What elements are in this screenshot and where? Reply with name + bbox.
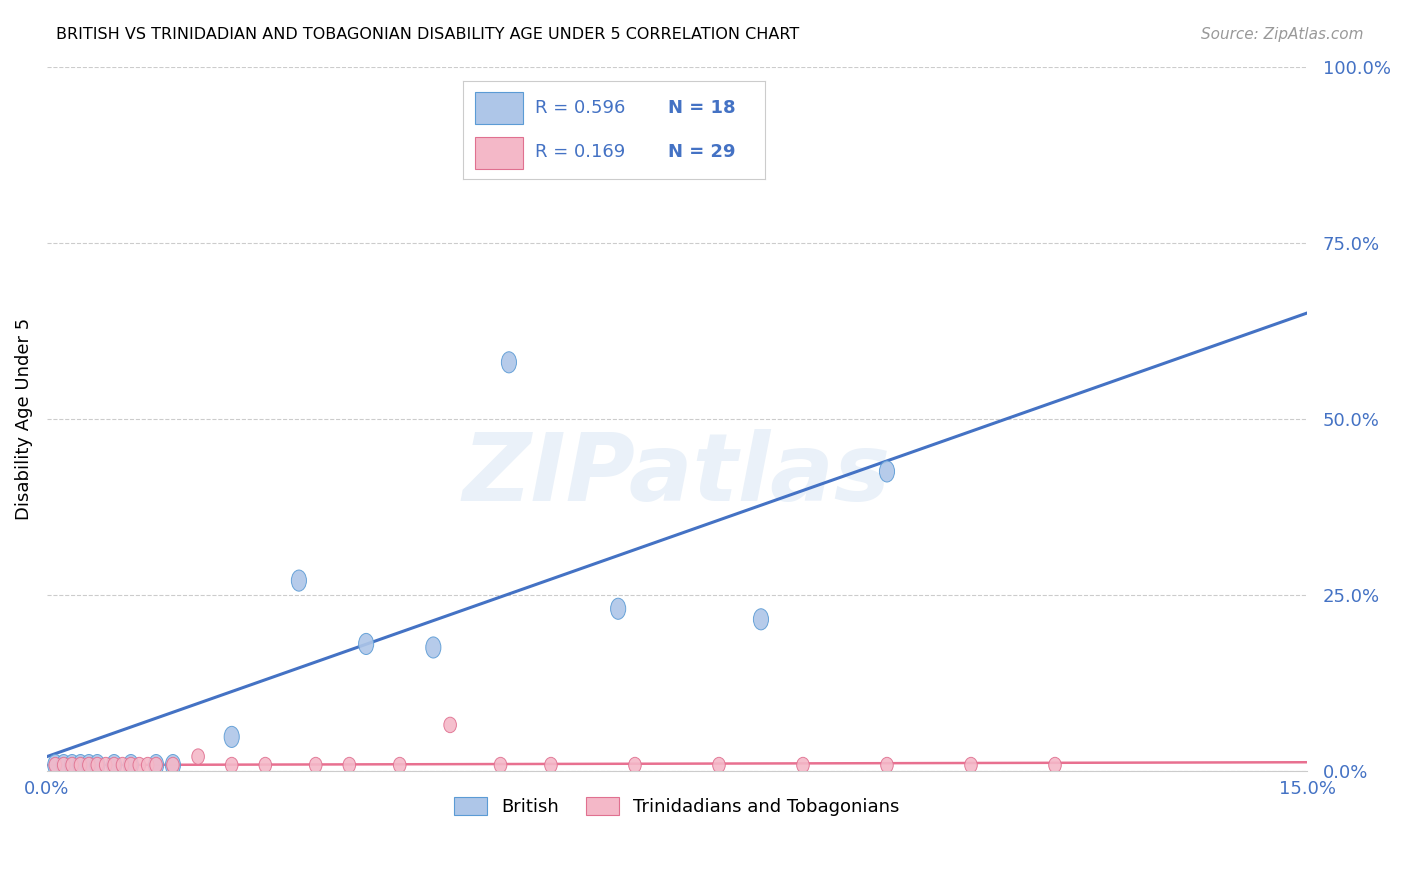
Ellipse shape <box>91 757 104 772</box>
Ellipse shape <box>117 757 129 772</box>
Ellipse shape <box>754 608 769 630</box>
Ellipse shape <box>965 757 977 772</box>
Ellipse shape <box>100 757 112 772</box>
Ellipse shape <box>628 757 641 772</box>
Ellipse shape <box>49 757 62 772</box>
Ellipse shape <box>149 755 163 776</box>
Ellipse shape <box>1049 757 1062 772</box>
Ellipse shape <box>544 757 557 772</box>
Ellipse shape <box>73 755 89 776</box>
Ellipse shape <box>56 755 72 776</box>
Ellipse shape <box>166 755 180 776</box>
Ellipse shape <box>495 757 506 772</box>
Ellipse shape <box>502 351 516 373</box>
Ellipse shape <box>797 757 810 772</box>
Ellipse shape <box>426 637 441 658</box>
Ellipse shape <box>125 757 138 772</box>
Ellipse shape <box>309 757 322 772</box>
Ellipse shape <box>880 757 893 772</box>
Legend: British, Trinidadians and Tobagonians: British, Trinidadians and Tobagonians <box>446 789 908 825</box>
Ellipse shape <box>225 757 238 772</box>
Ellipse shape <box>66 757 79 772</box>
Ellipse shape <box>108 757 121 772</box>
Ellipse shape <box>394 757 406 772</box>
Ellipse shape <box>343 757 356 772</box>
Ellipse shape <box>124 755 138 776</box>
Y-axis label: Disability Age Under 5: Disability Age Under 5 <box>15 318 32 520</box>
Ellipse shape <box>224 726 239 747</box>
Ellipse shape <box>359 633 374 655</box>
Ellipse shape <box>48 755 63 776</box>
Ellipse shape <box>90 755 105 776</box>
Ellipse shape <box>134 757 146 772</box>
Ellipse shape <box>83 757 96 772</box>
Ellipse shape <box>58 757 70 772</box>
Text: Source: ZipAtlas.com: Source: ZipAtlas.com <box>1201 27 1364 42</box>
Ellipse shape <box>82 755 97 776</box>
Ellipse shape <box>291 570 307 591</box>
Ellipse shape <box>107 755 122 776</box>
Text: BRITISH VS TRINIDADIAN AND TOBAGONIAN DISABILITY AGE UNDER 5 CORRELATION CHART: BRITISH VS TRINIDADIAN AND TOBAGONIAN DI… <box>56 27 800 42</box>
Ellipse shape <box>259 757 271 772</box>
Ellipse shape <box>191 749 204 764</box>
Ellipse shape <box>166 757 179 772</box>
Text: ZIPatlas: ZIPatlas <box>463 429 891 521</box>
Ellipse shape <box>713 757 725 772</box>
Ellipse shape <box>65 755 80 776</box>
Ellipse shape <box>75 757 87 772</box>
Ellipse shape <box>444 717 457 732</box>
Ellipse shape <box>150 757 163 772</box>
Ellipse shape <box>142 757 155 772</box>
Ellipse shape <box>610 599 626 619</box>
Ellipse shape <box>879 461 894 482</box>
